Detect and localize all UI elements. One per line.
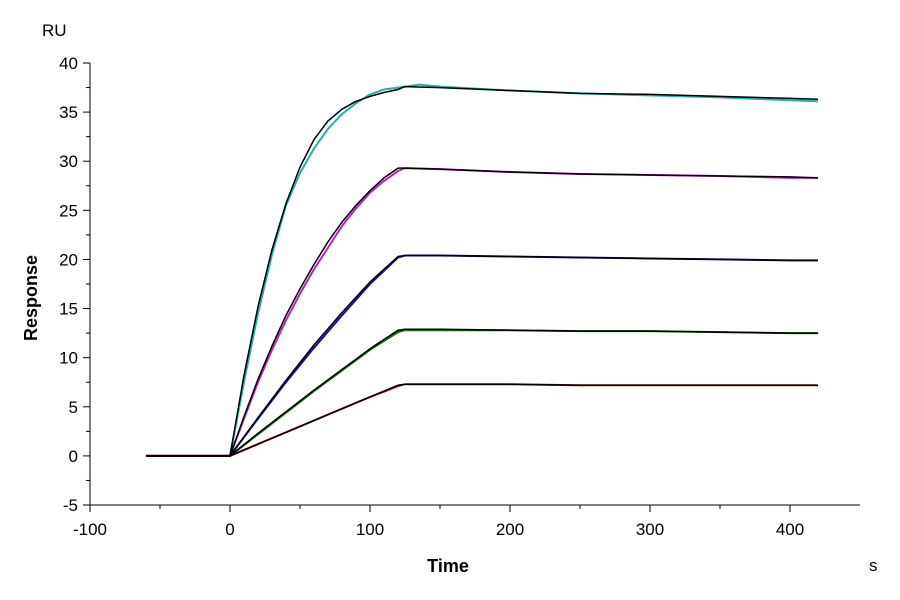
fit-curve-5 <box>146 383 818 457</box>
x-tick-label: 200 <box>496 520 524 539</box>
y-tick-label: 10 <box>59 349 78 368</box>
series-layer <box>146 83 819 457</box>
response-curve-2 <box>146 167 818 457</box>
y-tick-label: 15 <box>59 300 78 319</box>
axes: -5 0 5 10 15 20 25 30 35 40 -100 0 100 200 300 400 <box>59 54 860 539</box>
y-tick-label: 40 <box>59 54 78 73</box>
x-tick-label: 300 <box>636 520 664 539</box>
fit-layer <box>146 85 819 457</box>
y-tick-label: -5 <box>63 496 78 515</box>
y-tick-label: 25 <box>59 201 78 220</box>
fit-curve-4 <box>146 328 818 457</box>
x-tick-label: -100 <box>73 520 107 539</box>
x-tick-label: 100 <box>356 520 384 539</box>
x-tick-label: 400 <box>776 520 804 539</box>
y-tick-label: 20 <box>59 250 78 269</box>
fit-curve-2 <box>146 167 819 457</box>
x-ticks: -100 0 100 200 300 400 <box>73 505 804 539</box>
y-tick-label: 0 <box>69 447 78 466</box>
y-unit-label: RU <box>42 21 67 40</box>
y-tick-label: 35 <box>59 103 78 122</box>
y-axis-title: Response <box>21 255 41 341</box>
response-curve-4 <box>146 329 818 457</box>
y-tick-label: 30 <box>59 152 78 171</box>
response-curve-3 <box>146 254 818 457</box>
response-curve-5 <box>146 383 818 457</box>
y-tick-label: 5 <box>69 398 78 417</box>
x-unit-label: s <box>869 556 878 575</box>
fit-curve-3 <box>146 254 818 457</box>
y-ticks: -5 0 5 10 15 20 25 30 35 40 <box>59 54 90 515</box>
response-curve-1 <box>146 83 819 457</box>
x-axis-title: Time <box>427 556 469 576</box>
fit-curve-1 <box>146 85 819 457</box>
x-tick-label: 0 <box>225 520 234 539</box>
